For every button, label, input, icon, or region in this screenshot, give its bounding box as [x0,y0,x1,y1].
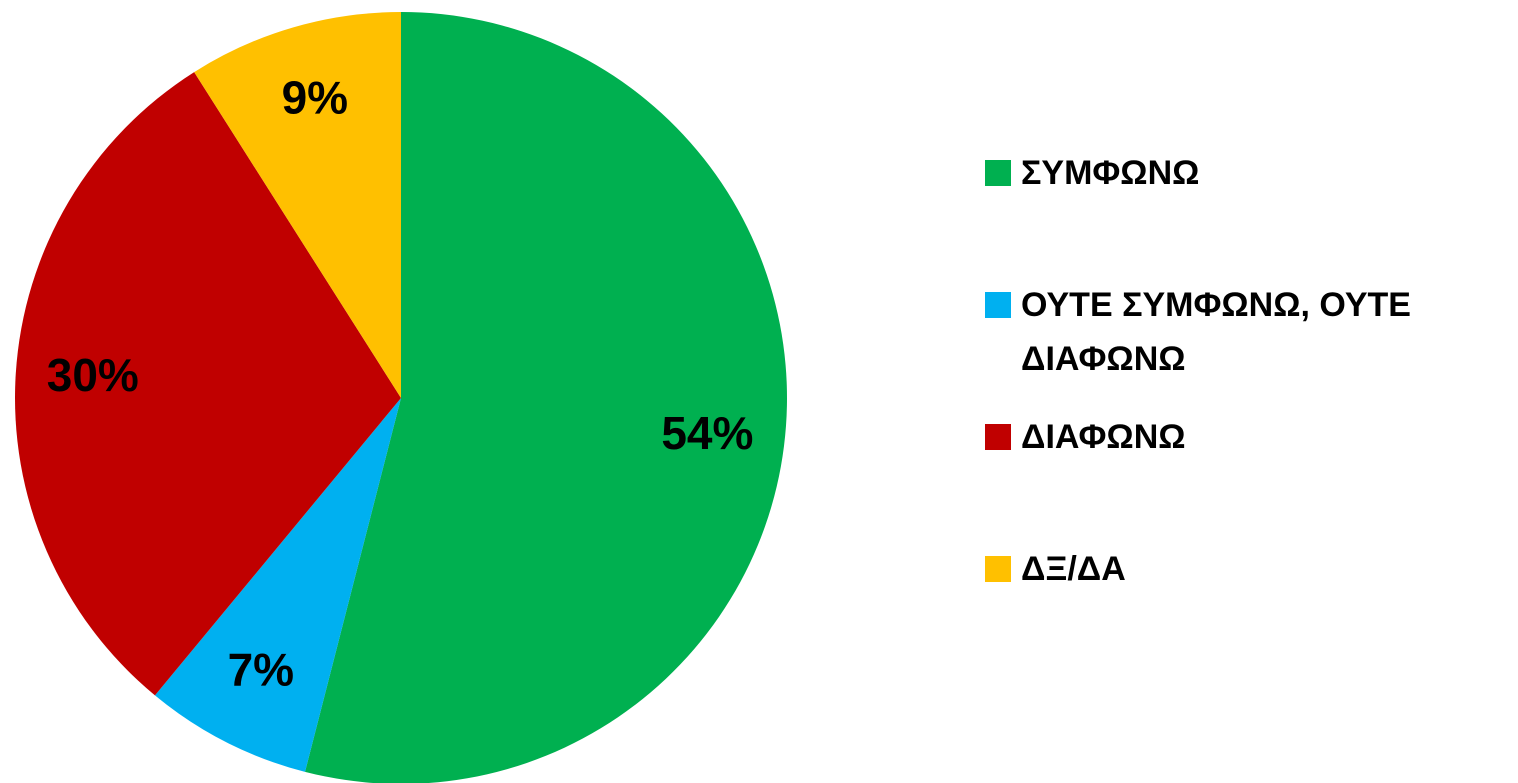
legend-item: ΔΞ/ΔΑ [985,542,1485,596]
legend-item: ΟΥΤΕ ΣΥΜΦΩΝΩ, ΟΥΤΕ ΔΙΑΦΩΝΩ [985,278,1485,386]
legend-label: ΔΞ/ΔΑ [1021,550,1126,588]
data-label: 9% [282,72,348,124]
pie-slice [194,12,401,398]
legend-item: ΣΥΜΦΩΝΩ [985,146,1485,200]
legend-swatch [985,160,1011,186]
pie-slice [14,72,402,696]
pie: 54% 7% 30% 9% [14,12,788,783]
legend-label: ΔΙΑΦΩΝΩ [1021,418,1186,456]
pie-slice [154,398,401,772]
legend-swatch [985,424,1011,450]
legend-swatch [985,556,1011,582]
legend-label: ΣΥΜΦΩΝΩ [1021,154,1200,192]
pie-slice [305,12,788,783]
data-label: 7% [228,643,294,695]
legend-item: ΔΙΑΦΩΝΩ [985,410,1485,464]
data-label: 54% [661,407,753,459]
legend-swatch [985,292,1011,318]
legend-label: ΟΥΤΕ ΣΥΜΦΩΝΩ, ΟΥΤΕ ΔΙΑΦΩΝΩ [1021,286,1411,378]
data-label: 30% [47,349,139,401]
